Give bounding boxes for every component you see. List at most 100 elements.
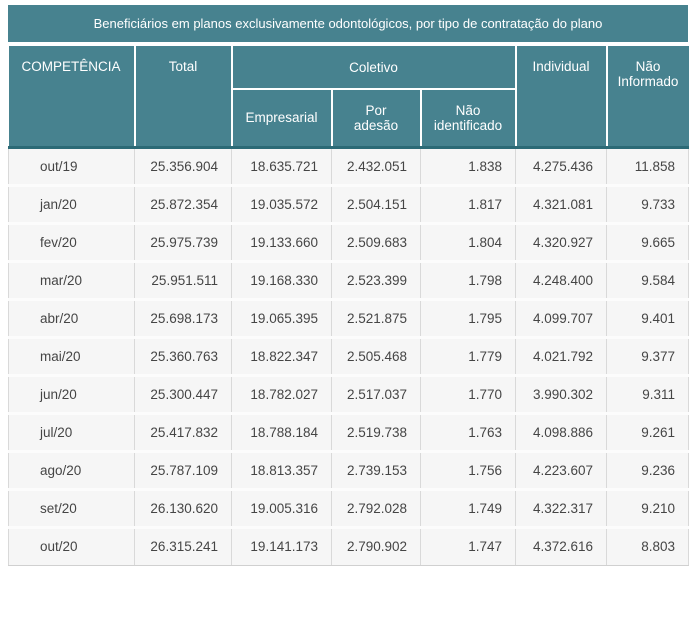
table-row: jul/20 25.417.832 18.788.184 2.519.738 1.763…	[8, 412, 689, 453]
table-title: Beneficiários em planos exclusivamente o…	[8, 5, 688, 42]
column-header-empresarial: Empresarial	[230, 89, 332, 149]
cell-empresarial: 19.168.330	[231, 260, 332, 301]
cell-empresarial: 19.141.173	[231, 526, 332, 566]
cell-por-adesao: 2.790.902	[331, 526, 421, 566]
cell-empresarial: 19.005.316	[231, 488, 332, 529]
column-header-nao-informado: Não Informado	[605, 46, 689, 149]
column-header-total: Total	[133, 46, 232, 149]
cell-individual: 4.021.792	[515, 336, 607, 377]
cell-empresarial: 19.065.395	[231, 298, 332, 339]
cell-competencia: mai/20	[8, 336, 135, 377]
cell-individual: 4.248.400	[515, 260, 607, 301]
cell-total: 25.360.763	[134, 336, 232, 377]
cell-nao-informado: 9.665	[606, 222, 689, 263]
cell-nao-informado: 9.311	[606, 374, 689, 415]
header-row-1: COMPETÊNCIA Total Coletivo Individual Nã…	[8, 46, 689, 149]
cell-nao-identificado: 1.749	[420, 488, 516, 529]
table-row: jan/20 25.872.354 19.035.572 2.504.151 1.817…	[8, 184, 689, 225]
cell-nao-informado: 9.584	[606, 260, 689, 301]
cell-total: 25.951.511	[134, 260, 232, 301]
cell-por-adesao: 2.509.683	[331, 222, 421, 263]
cell-individual: 4.372.616	[515, 526, 607, 566]
cell-competencia: ago/20	[8, 450, 135, 491]
cell-nao-informado: 9.377	[606, 336, 689, 377]
cell-por-adesao: 2.505.468	[331, 336, 421, 377]
table-row: fev/20 25.975.739 19.133.660 2.509.683 1.804…	[8, 222, 689, 263]
cell-por-adesao: 2.792.028	[331, 488, 421, 529]
cell-empresarial: 18.813.357	[231, 450, 332, 491]
cell-competencia: jun/20	[8, 374, 135, 415]
cell-individual: 4.098.886	[515, 412, 607, 453]
cell-nao-identificado: 1.798	[420, 260, 516, 301]
cell-nao-informado: 9.733	[606, 184, 689, 225]
cell-nao-identificado: 1.838	[420, 146, 516, 187]
beneficiaries-table-panel: Beneficiários em planos exclusivamente o…	[8, 5, 689, 566]
cell-nao-identificado: 1.763	[420, 412, 516, 453]
cell-nao-informado: 9.210	[606, 488, 689, 529]
cell-total: 25.698.173	[134, 298, 232, 339]
table-row: out/20 26.315.241 19.141.173 2.790.902 1.747…	[8, 526, 689, 566]
table-row: abr/20 25.698.173 19.065.395 2.521.875 1.795…	[8, 298, 689, 339]
cell-competencia: jul/20	[8, 412, 135, 453]
cell-por-adesao: 2.517.037	[331, 374, 421, 415]
cell-nao-informado: 9.236	[606, 450, 689, 491]
cell-empresarial: 18.782.027	[231, 374, 332, 415]
cell-total: 25.872.354	[134, 184, 232, 225]
cell-empresarial: 18.822.347	[231, 336, 332, 377]
cell-total: 25.787.109	[134, 450, 232, 491]
cell-por-adesao: 2.523.399	[331, 260, 421, 301]
table-header: COMPETÊNCIA Total Coletivo Individual Nã…	[8, 46, 689, 149]
cell-total: 25.300.447	[134, 374, 232, 415]
cell-individual: 4.099.707	[515, 298, 607, 339]
cell-competencia: out/19	[8, 146, 135, 187]
column-header-competencia: COMPETÊNCIA	[8, 46, 135, 149]
cell-empresarial: 18.635.721	[231, 146, 332, 187]
cell-competencia: abr/20	[8, 298, 135, 339]
cell-individual: 4.223.607	[515, 450, 607, 491]
table-row: mar/20 25.951.511 19.168.330 2.523.399 1.798…	[8, 260, 689, 301]
cell-nao-identificado: 1.747	[420, 526, 516, 566]
cell-por-adesao: 2.521.875	[331, 298, 421, 339]
cell-nao-informado: 9.401	[606, 298, 689, 339]
cell-competencia: set/20	[8, 488, 135, 529]
cell-competencia: fev/20	[8, 222, 135, 263]
cell-por-adesao: 2.504.151	[331, 184, 421, 225]
cell-individual: 4.321.081	[515, 184, 607, 225]
cell-empresarial: 18.788.184	[231, 412, 332, 453]
cell-nao-identificado: 1.756	[420, 450, 516, 491]
table-row: mai/20 25.360.763 18.822.347 2.505.468 1.779…	[8, 336, 689, 377]
column-header-individual: Individual	[514, 46, 607, 149]
cell-nao-informado: 11.858	[606, 146, 689, 187]
table-row: out/19 25.356.904 18.635.721 2.432.051 1.838…	[8, 146, 689, 187]
cell-total: 25.417.832	[134, 412, 232, 453]
table-row: set/20 26.130.620 19.005.316 2.792.028 1.749…	[8, 488, 689, 529]
cell-individual: 4.320.927	[515, 222, 607, 263]
cell-total: 25.975.739	[134, 222, 232, 263]
cell-individual: 4.322.317	[515, 488, 607, 529]
cell-individual: 4.275.436	[515, 146, 607, 187]
cell-competencia: jan/20	[8, 184, 135, 225]
cell-total: 26.315.241	[134, 526, 232, 566]
cell-nao-informado: 9.261	[606, 412, 689, 453]
cell-total: 25.356.904	[134, 146, 232, 187]
cell-empresarial: 19.133.660	[231, 222, 332, 263]
cell-total: 26.130.620	[134, 488, 232, 529]
cell-por-adesao: 2.739.153	[331, 450, 421, 491]
cell-nao-informado: 8.803	[606, 526, 689, 566]
cell-nao-identificado: 1.817	[420, 184, 516, 225]
cell-empresarial: 19.035.572	[231, 184, 332, 225]
cell-nao-identificado: 1.795	[420, 298, 516, 339]
column-header-nao-identificado: Não identificado	[419, 89, 516, 149]
column-header-por-adesao: Por adesão	[330, 89, 421, 149]
beneficiaries-table: COMPETÊNCIA Total Coletivo Individual Nã…	[8, 46, 689, 566]
table-body: out/19 25.356.904 18.635.721 2.432.051 1.838…	[8, 146, 689, 566]
cell-por-adesao: 2.519.738	[331, 412, 421, 453]
header-row-2: Empresarial Por adesão Não identificado	[9, 89, 689, 149]
cell-nao-identificado: 1.779	[420, 336, 516, 377]
cell-nao-identificado: 1.770	[420, 374, 516, 415]
table-row: jun/20 25.300.447 18.782.027 2.517.037 1.770…	[8, 374, 689, 415]
table-row: ago/20 25.787.109 18.813.357 2.739.153 1.756…	[8, 450, 689, 491]
column-header-coletivo: Coletivo	[230, 46, 516, 90]
cell-nao-identificado: 1.804	[420, 222, 516, 263]
cell-competencia: mar/20	[8, 260, 135, 301]
